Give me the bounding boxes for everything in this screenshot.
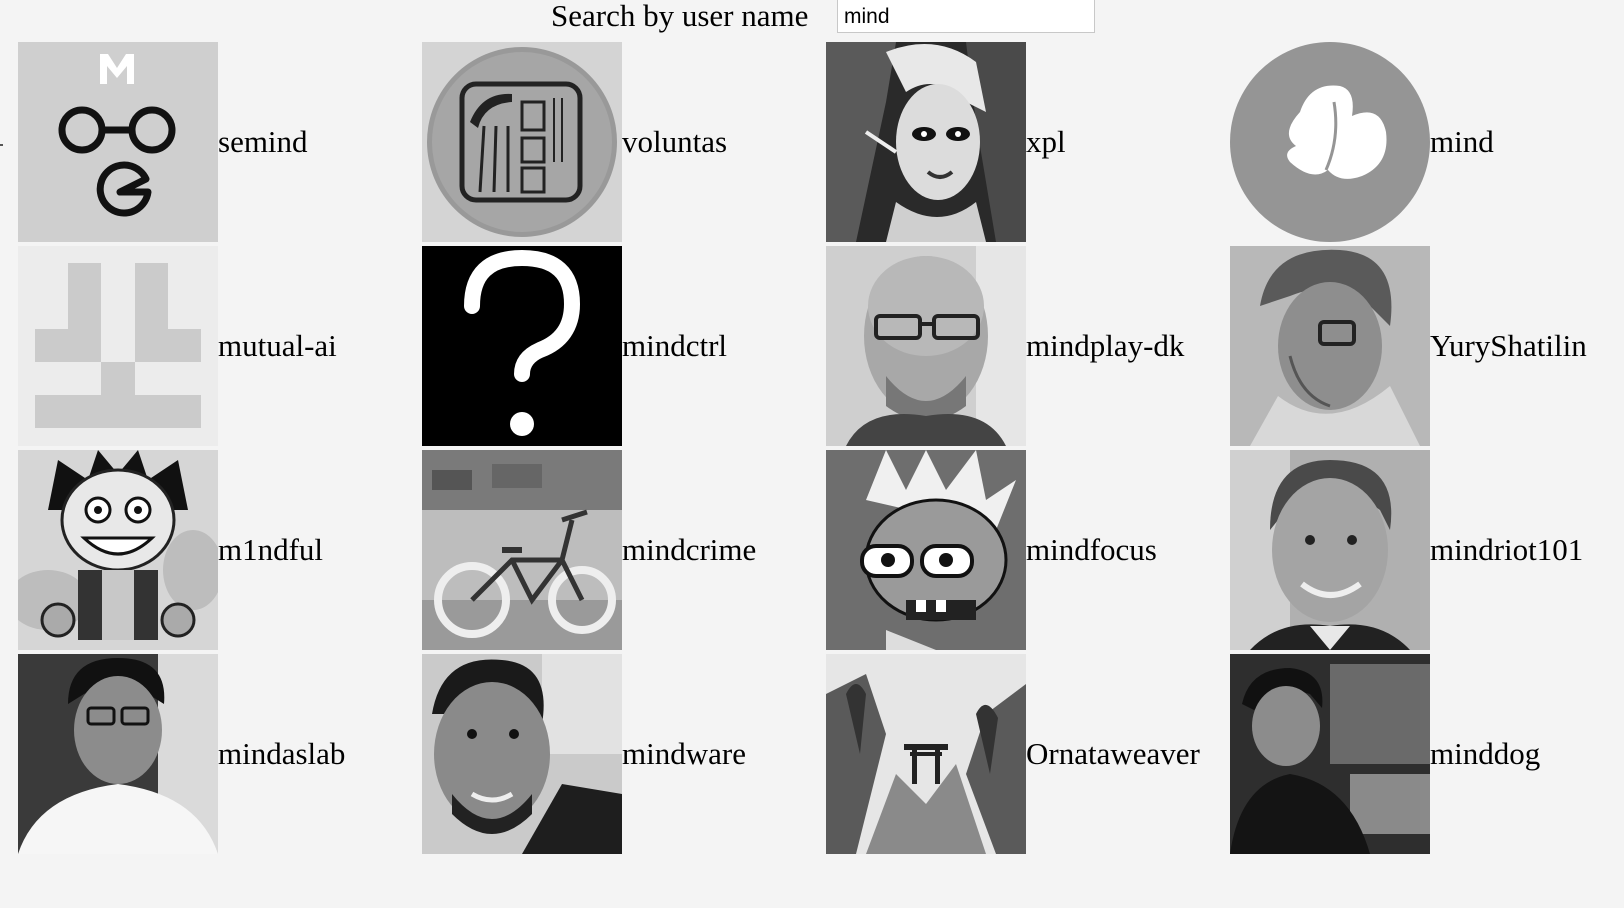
- user-card[interactable]: minddog: [1230, 652, 1624, 856]
- bearded-man-selfie-avatar: [422, 654, 622, 854]
- pixel-glasses-avatar: [18, 42, 218, 242]
- butterfly-circle-avatar: [1230, 42, 1430, 242]
- man-glasses-sketch-avatar: [1230, 246, 1430, 446]
- user-name: mindcrime: [622, 532, 757, 567]
- user-card[interactable]: xpl: [826, 40, 1230, 244]
- user-card[interactable]: voluntas: [422, 40, 826, 244]
- search-input[interactable]: [837, 0, 1095, 33]
- stamp-seal-avatar: [422, 42, 622, 242]
- identicon-avatar: [18, 246, 218, 446]
- user-name: xpl: [1026, 124, 1066, 159]
- user-name: voluntas: [622, 124, 728, 159]
- user-name: semind: [218, 124, 308, 159]
- user-card[interactable]: mind: [1230, 40, 1624, 244]
- man-dark-room-avatar: [1230, 654, 1430, 854]
- question-mark-avatar: [422, 246, 622, 446]
- cartoon-pirate-avatar: [18, 450, 218, 650]
- user-name: mind: [1430, 124, 1494, 159]
- user-card[interactable]: mindplay-dk: [826, 244, 1230, 448]
- page-edge-mark: [0, 144, 3, 146]
- user-name: minddog: [1430, 736, 1541, 771]
- user-name: mindplay-dk: [1026, 328, 1185, 363]
- misty-landscape-avatar: [826, 654, 1026, 854]
- user-card[interactable]: YuryShatilin: [1230, 244, 1624, 448]
- cartoon-zombie-avatar: [826, 450, 1026, 650]
- user-card[interactable]: semind: [18, 40, 422, 244]
- user-name: YuryShatilin: [1430, 328, 1587, 363]
- user-card[interactable]: Ornataweaver: [826, 652, 1230, 856]
- user-card[interactable]: mutual-ai: [18, 244, 422, 448]
- user-name: mindriot101: [1430, 532, 1584, 567]
- man-white-shirt-avatar: [18, 654, 218, 854]
- search-bar: Search by user name: [0, 0, 1624, 36]
- user-card[interactable]: mindfocus: [826, 448, 1230, 652]
- user-name: mindaslab: [218, 736, 346, 771]
- search-label: Search by user name: [551, 0, 809, 33]
- user-name: mutual-ai: [218, 328, 337, 363]
- bald-man-glasses-avatar: [826, 246, 1026, 446]
- user-card[interactable]: mindware: [422, 652, 826, 856]
- user-name: Ornataweaver: [1026, 736, 1200, 771]
- user-name: mindware: [622, 736, 746, 771]
- illustrated-woman-avatar: [826, 42, 1026, 242]
- user-card[interactable]: mindcrime: [422, 448, 826, 652]
- smiling-man-avatar: [1230, 450, 1430, 650]
- user-name: m1ndful: [218, 532, 324, 567]
- user-name: mindfocus: [1026, 532, 1157, 567]
- user-card[interactable]: m1ndful: [18, 448, 422, 652]
- bicycle-avatar: [422, 450, 622, 650]
- user-name: mindctrl: [622, 328, 728, 363]
- user-card[interactable]: mindriot101: [1230, 448, 1624, 652]
- user-grid: semind voluntas: [18, 40, 1624, 856]
- user-card[interactable]: mindaslab: [18, 652, 422, 856]
- user-card[interactable]: mindctrl: [422, 244, 826, 448]
